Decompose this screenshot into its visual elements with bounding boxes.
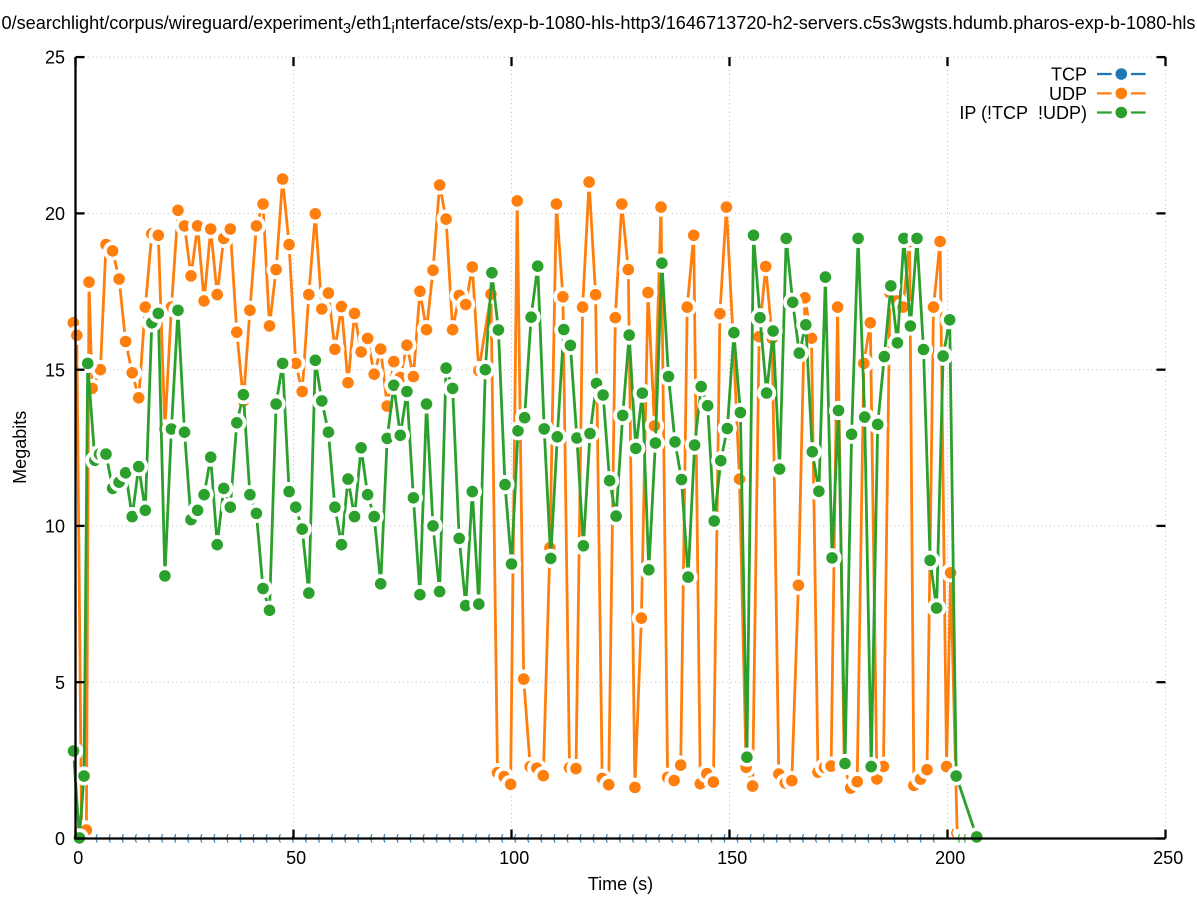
svg-text:0: 0: [73, 848, 83, 868]
svg-text:15: 15: [45, 360, 65, 380]
svg-text:0: 0: [55, 829, 65, 849]
svg-text:5: 5: [55, 673, 65, 693]
svg-text:IP (!TCP !UDP): IP (!TCP !UDP): [959, 103, 1087, 123]
svg-text:250: 250: [1153, 848, 1183, 868]
svg-text:100: 100: [499, 848, 529, 868]
svg-text:150: 150: [717, 848, 747, 868]
svg-text:10: 10: [45, 517, 65, 537]
svg-text:200: 200: [935, 848, 965, 868]
svg-text:TCP: TCP: [1051, 65, 1087, 85]
svg-text:20: 20: [45, 204, 65, 224]
svg-text:25: 25: [45, 48, 65, 68]
svg-text:Megabits: Megabits: [10, 411, 30, 484]
svg-text:UDP: UDP: [1049, 84, 1087, 104]
svg-text:50: 50: [286, 848, 306, 868]
svg-text:Time (s): Time (s): [588, 874, 653, 894]
